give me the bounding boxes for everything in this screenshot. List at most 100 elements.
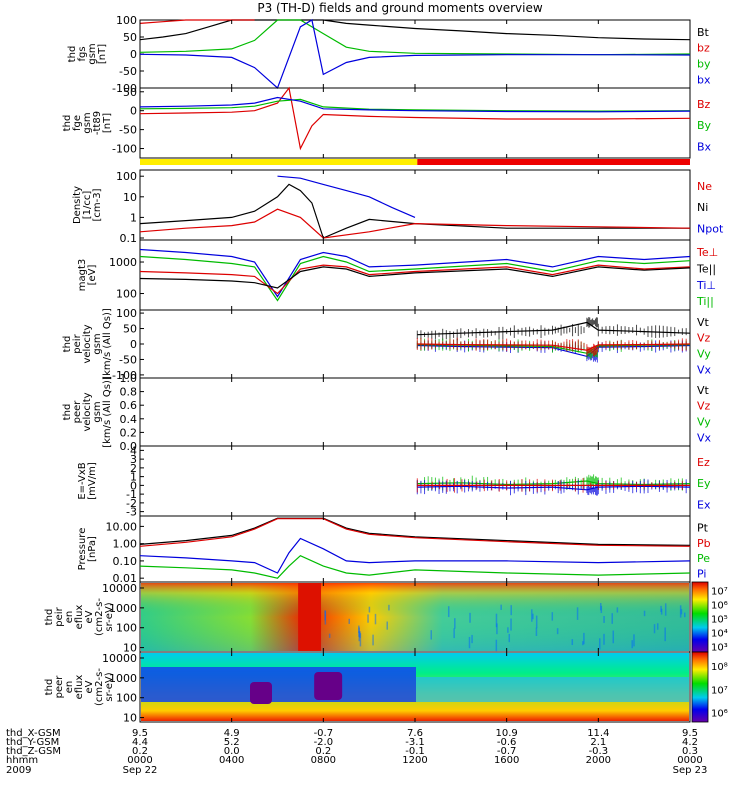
ephem-value: 10.9 [496,728,518,739]
series-By [139,98,691,112]
y-axis-label: (cm2-s- [94,598,105,636]
y-axis-label: peer [72,400,83,424]
y-axis-label: eV [84,610,95,623]
spectrogram-peak [298,583,322,651]
y-axis-label: gsm [82,112,93,133]
spectrogram-speck [358,631,360,637]
y-tick-label: 0 [130,48,137,61]
spectrogram-speck [507,627,509,633]
series-Bx [139,96,691,113]
y-axis-label: thd [62,115,73,132]
date-label: Sep 22 [123,765,158,776]
spectrogram-overlay [141,583,689,651]
y-axis-label: eV [84,680,95,693]
y-axis-label: gsm [92,333,103,354]
y-tick-label: 100 [116,622,137,635]
legend-Vx: Vx [697,363,712,376]
time-tick-label: 2000 [586,755,611,766]
series-Vt [417,321,691,336]
date-label: Sep 23 [673,765,708,776]
ephem-value: 9.5 [132,728,148,739]
ephem-value: 9.5 [682,728,698,739]
time-tick-label: 1600 [494,755,519,766]
panel-frame [139,309,691,379]
spectrogram-speck [571,639,574,646]
legend-Ne: Ne [697,180,712,193]
legend-Vy: Vy [697,415,711,428]
spectrogram-speck [510,618,512,631]
y-tick-label: 10 [123,191,137,204]
legend-Bt: Bt [697,26,710,39]
spectrogram-speck [535,627,538,636]
spectrogram-speck [664,603,667,616]
y-tick-label: -50 [119,124,137,137]
y-tick-label: 1000 [109,602,137,615]
series-Ey [417,480,691,486]
series-Pe [139,554,691,579]
y-tick-label: -100 [112,369,137,382]
y-axis-label: [mV/m] [87,462,98,500]
y-axis-label: -tt89 [92,111,103,135]
y-axis-label: [nPa] [87,536,98,562]
series-Bz [139,86,691,151]
series-Bt [139,19,691,41]
spectrogram-speck [368,606,371,613]
panel-frame [139,377,691,447]
legend-Pb: Pb [697,537,711,550]
y-axis-label: thd [62,336,73,353]
time-tick-label: 0000 [127,755,152,766]
ephem-value: -0.6 [497,737,517,748]
legend-Pt: Pt [697,522,709,535]
spectrogram-speck [508,633,511,643]
series-by [139,19,691,56]
ephem-value: 0.3 [682,746,698,757]
panel-pressure: 10.00 1.00 0.10 0.01 Pressure [nPa] Pt Pb Pe Pi [77,515,711,585]
spectrogram-low-band [141,667,416,702]
y-tick-label: 100 [116,307,137,320]
y-tick-label: 0.4 [120,413,138,426]
y-axis-label: eflux [74,675,85,700]
panel-frame [139,515,691,583]
spectrogram-speck [495,613,498,628]
spectrogram-speck [680,609,683,615]
y-tick-label: -50 [119,353,137,366]
series-Pi [139,537,691,574]
y-axis-label: [nT] [102,113,113,133]
y-tick-label: 10.00 [106,520,138,533]
status-segment [417,159,690,165]
spectrogram-speck [454,618,456,629]
y-axis-label: fgs [77,46,88,61]
ephem-value: -2.0 [314,737,334,748]
ephem-value: 2.1 [590,737,606,748]
legend-Ti⊥: Ti⊥ [696,279,716,292]
y-axis-label: peer [54,675,65,699]
colorbar-label: 10⁷ [711,586,728,597]
legend-Vt: Vt [697,384,710,397]
y-axis-label: thd [44,609,55,626]
y-axis-label: fge [72,115,83,131]
y-tick-label: 0 [130,479,137,492]
series-Te|| [139,266,691,289]
panel-frame [139,87,691,159]
panel-peer_vel: 1.00.80.60.40.20.0 thd peer velocity gsm [km/… [62,372,712,453]
colorbar [691,581,709,653]
spectrogram-speck [386,621,388,630]
legend-Vz: Vz [697,400,711,413]
legend-Vt: Vt [697,316,710,329]
spectrogram-speck [388,604,390,611]
spectrogram-speck [328,633,331,638]
ephem-row-label: thd_X-GSM [6,728,61,739]
y-axis-label: Pressure [77,528,88,571]
colorbar-label: 10⁶ [711,600,728,611]
y-tick-label: 0 [130,105,137,118]
series-Ti⊥ [139,248,691,298]
y-tick-label: 0.10 [113,555,138,568]
y-tick-label: 0.2 [120,426,138,439]
legend-Ey: Ey [697,477,711,490]
y-tick-label: 0.01 [113,572,138,585]
spectrogram-speck [679,605,682,618]
y-tick-label: 100 [116,14,137,27]
spectrogram-speck [633,634,635,647]
